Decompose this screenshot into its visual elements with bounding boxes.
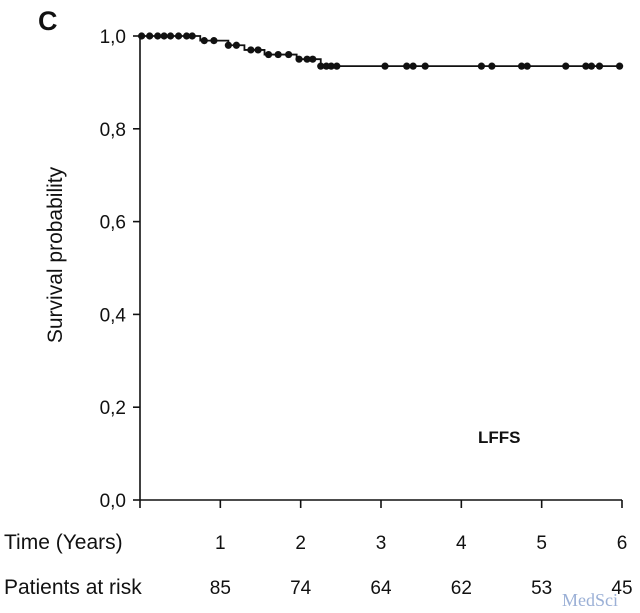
x-tick-label: 1 [215,533,226,554]
censor-point [403,62,411,70]
censor-point [264,50,273,59]
censor-point [488,62,496,70]
y-tick-label: 1,0 [100,27,126,48]
panel-label: C [38,6,58,36]
censor-point [200,37,208,45]
risk-count: 53 [531,578,552,599]
censor-point [303,55,311,63]
x-tick-label: 2 [295,533,306,554]
y-ticks: 0,0 0,2 0,4 0,6 0,8 1,0 [100,27,140,512]
censor-point [381,62,389,70]
censor-point [138,32,146,40]
x-ticks: 1 2 3 4 5 6 [139,500,628,554]
censor-point [154,32,162,40]
x-tick-label: 3 [376,533,387,554]
y-tick-label: 0,6 [100,213,126,234]
censor-point [615,62,624,70]
censor-point [224,41,232,49]
censor-point [285,50,293,59]
censor-point [562,62,570,70]
censor-point [232,41,240,49]
censor-point [327,62,335,70]
censor-point [523,62,531,70]
censor-point [295,55,303,63]
censor-point [582,62,590,70]
risk-count: 74 [290,578,312,599]
censor-point [595,62,604,70]
risk-count: 64 [370,578,392,599]
risk-row-title: Patients at risk [4,576,142,599]
y-tick-label: 0,8 [100,120,126,141]
y-tick-label: 0,4 [100,305,127,326]
curve-annotation: LFFS [478,428,521,447]
censor-point [309,55,317,63]
y-tick-label: 0,0 [100,491,126,512]
time-row-title: Time (Years) [4,531,123,554]
censor-point [317,62,325,70]
y-tick-label: 0,2 [100,398,126,419]
censor-point [247,46,255,54]
censor-point [274,50,282,59]
axes [139,36,622,501]
censor-point [160,32,168,40]
censor-point [210,37,218,45]
risk-table: 85 74 64 62 53 45 [210,578,633,599]
censor-point [421,62,429,70]
watermark: MedSci [562,590,618,610]
censor-point [254,46,262,54]
x-tick-label: 5 [536,533,547,554]
censor-point [166,32,175,40]
censor-point [333,62,341,70]
x-tick-label: 4 [456,533,467,554]
censor-point [182,32,191,40]
censor-point [587,62,596,70]
censor-point [409,62,417,70]
y-axis-label: Survival probability [44,166,67,343]
censor-point [174,32,183,40]
risk-count: 85 [210,578,231,599]
risk-count: 45 [611,578,632,599]
risk-count: 62 [451,578,472,599]
x-tick-label: 6 [617,533,628,554]
censor-point [517,62,526,70]
censor-point [188,32,196,40]
censor-point [146,32,154,40]
censor-marks [138,32,624,70]
censor-point [477,62,486,70]
